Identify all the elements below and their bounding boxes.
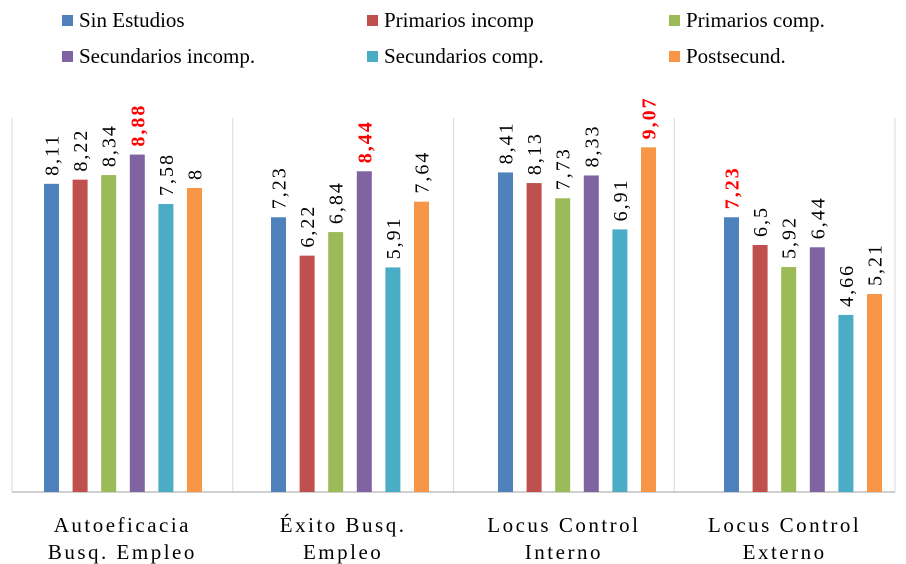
category-label: Éxito Busq. bbox=[280, 513, 407, 537]
category-label: Locus Control bbox=[487, 513, 640, 537]
bar bbox=[809, 247, 825, 492]
bar-value-label: 8,88 bbox=[127, 104, 149, 147]
legend-item: Secundarios comp. bbox=[367, 44, 544, 69]
legend-item: Primarios incomp bbox=[367, 8, 534, 33]
legend-label: Secundarios comp. bbox=[384, 44, 544, 68]
legend-item: Sin Estudios bbox=[62, 8, 185, 33]
bar-value-label: 8,11 bbox=[42, 134, 64, 176]
legend-swatch bbox=[669, 15, 680, 26]
bar-value-label: 4,66 bbox=[836, 264, 858, 307]
bar-value-label: 6,5 bbox=[750, 206, 772, 237]
bar bbox=[187, 188, 202, 492]
bar bbox=[356, 171, 372, 492]
category-label: Locus Control bbox=[708, 513, 861, 537]
category-label: Autoeficacia bbox=[54, 513, 191, 537]
legend-swatch bbox=[367, 15, 378, 26]
legend-label: Primarios comp. bbox=[686, 8, 825, 32]
bar bbox=[44, 183, 59, 492]
bar bbox=[385, 267, 401, 492]
bar-value-label: 6,44 bbox=[807, 196, 829, 239]
category-label: Externo bbox=[743, 540, 827, 564]
legend-item: Postsecund. bbox=[669, 44, 786, 69]
bar bbox=[158, 203, 174, 492]
bar bbox=[414, 201, 429, 492]
bar-value-label: 5,92 bbox=[779, 216, 801, 259]
bar-value-label: 5,21 bbox=[865, 243, 887, 286]
legend-item: Secundarios incomp. bbox=[62, 44, 255, 69]
bar-value-label: 9,07 bbox=[639, 96, 661, 139]
legend-label: Primarios incomp bbox=[384, 8, 534, 32]
bar-value-label: 6,22 bbox=[297, 205, 319, 248]
bar bbox=[271, 217, 286, 492]
bar-value-label: 6,84 bbox=[326, 181, 348, 224]
bar-value-label: 6,91 bbox=[610, 178, 632, 221]
legend-swatch bbox=[62, 15, 73, 26]
chart-legend: Sin Estudios Primarios incomp Primarios co… bbox=[0, 0, 906, 80]
bar-value-label: 7,64 bbox=[412, 151, 434, 194]
bar-value-label: 8,13 bbox=[524, 132, 546, 175]
bar bbox=[838, 314, 854, 492]
bar-value-label: 7,73 bbox=[553, 147, 575, 190]
bar bbox=[328, 232, 344, 492]
bar bbox=[526, 183, 542, 492]
bar-value-label: 8 bbox=[185, 168, 207, 180]
bar bbox=[781, 267, 797, 492]
legend-swatch bbox=[669, 51, 680, 62]
bar bbox=[583, 175, 599, 492]
bar bbox=[612, 229, 628, 493]
bar-value-label: 8,34 bbox=[99, 124, 121, 167]
category-label: Empleo bbox=[303, 540, 383, 564]
legend-label: Postsecund. bbox=[686, 44, 786, 68]
bar-value-label: 8,44 bbox=[354, 120, 376, 163]
bar-value-label: 8,22 bbox=[70, 129, 92, 172]
bar bbox=[641, 147, 656, 492]
bar bbox=[867, 294, 882, 492]
bar bbox=[752, 245, 768, 492]
category-label: Interno bbox=[525, 540, 603, 564]
bar bbox=[129, 154, 145, 492]
bar bbox=[724, 217, 739, 492]
bar-value-label: 5,91 bbox=[383, 216, 405, 259]
bar-value-label: 7,23 bbox=[269, 166, 291, 209]
bar-value-label: 7,58 bbox=[156, 153, 178, 196]
bar bbox=[101, 175, 117, 492]
legend-label: Sin Estudios bbox=[79, 8, 185, 32]
legend-swatch bbox=[62, 51, 73, 62]
bar-value-label: 7,23 bbox=[722, 166, 744, 209]
bar-value-label: 8,41 bbox=[496, 121, 518, 164]
legend-item: Primarios comp. bbox=[669, 8, 825, 33]
bar bbox=[555, 198, 571, 492]
bar-value-label: 8,33 bbox=[581, 124, 603, 167]
legend-swatch bbox=[367, 51, 378, 62]
bar bbox=[299, 255, 315, 492]
category-label: Busq. Empleo bbox=[48, 540, 197, 564]
legend-label: Secundarios incomp. bbox=[79, 44, 256, 68]
bar bbox=[72, 179, 88, 492]
bar bbox=[498, 172, 513, 493]
